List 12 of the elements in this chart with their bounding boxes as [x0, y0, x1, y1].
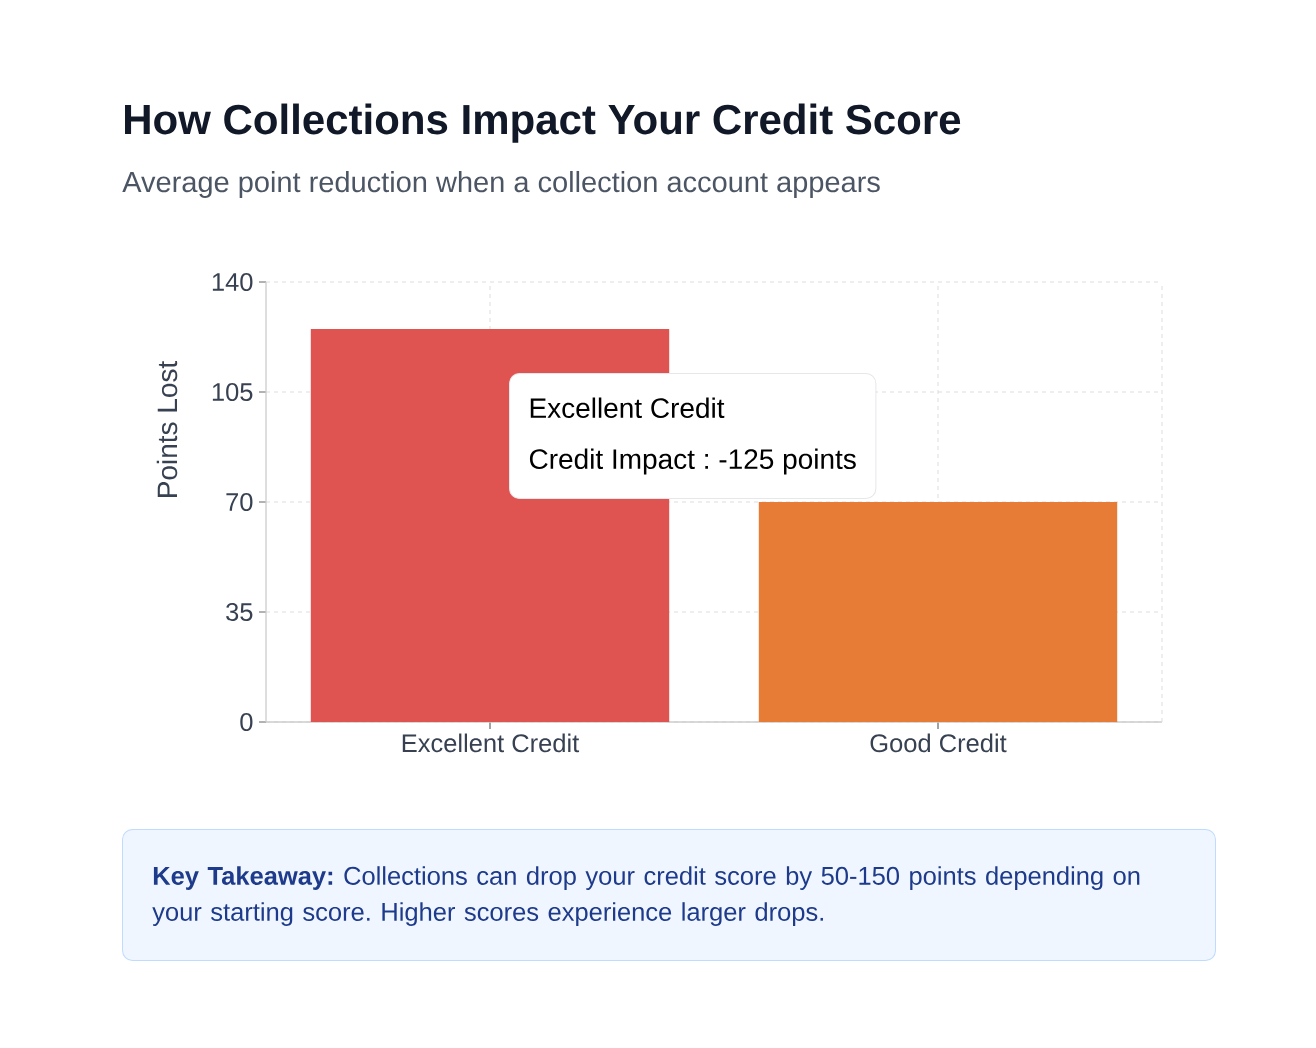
- chart-title: How Collections Impact Your Credit Score: [125, 103, 961, 143]
- chart-subtitle: Average point reduction when a collection account appears: [122, 170, 880, 198]
- y-tick-label: 35: [226, 602, 253, 622]
- y-tick-label: 0: [240, 712, 253, 732]
- y-tick-label: 70: [226, 492, 253, 512]
- y-tick-label: 140: [212, 272, 253, 292]
- y-axis-title: Points Lost: [156, 360, 178, 497]
- y-tick-label: 105: [212, 382, 253, 402]
- text: Key Takeaway: Collections can drop your credit score by 50-150 points depending on your starting score. Higher scores experience larger drops.: [152, 866, 1140, 926]
- x-tick-label: Good Credit: [870, 733, 1007, 753]
- annotation: Excellent Credit: [530, 397, 725, 419]
- annotation: Credit Impact : -125 points: [529, 448, 856, 475]
